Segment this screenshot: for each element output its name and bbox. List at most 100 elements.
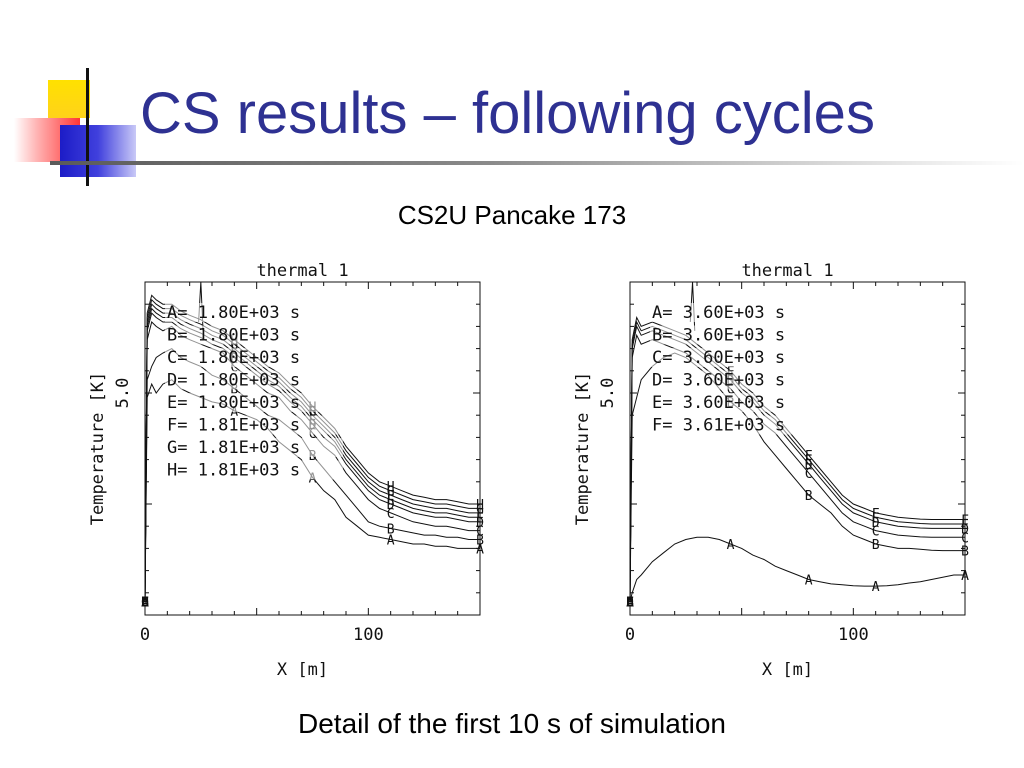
chart-1-legend-entry: A= 3.60E+03 s (652, 303, 785, 323)
chart-1-legend-bg (650, 303, 828, 322)
chart-0-marker-F: F (476, 507, 484, 522)
chart-1-series-line-A (629, 536, 965, 602)
chart-0-title: thermal 1 (256, 261, 348, 281)
chart-1-marker-B: B (626, 596, 634, 611)
chart-1-marker-C: C (872, 525, 880, 540)
chart-1-marker-F: F (872, 507, 880, 522)
title-deco-vertical-line (86, 68, 89, 186)
chart-1-x-axis-label: X [m] (762, 660, 813, 680)
chart-0-legend-bg (165, 348, 343, 367)
chart-0-legend-bg (165, 460, 343, 480)
chart-1-marker-D: D (805, 458, 813, 473)
chart-1-marker-C: C (961, 531, 969, 546)
chart-0-legend-entry: C= 1.80E+03 s (167, 348, 300, 368)
chart-0-marker-A: A (476, 542, 484, 557)
chart-0-marker-B: B (476, 534, 484, 549)
chart-0-marker-H: H (141, 596, 149, 611)
chart-1-legend-entry: E= 3.60E+03 s (652, 393, 785, 413)
chart-1-marker-C: C (727, 383, 735, 398)
chart-0-legend-entry: D= 1.80E+03 s (167, 371, 300, 391)
chart-1-y-tick-label: 5.0 (598, 378, 618, 409)
chart-1-legend-entry: D= 3.60E+03 s (652, 371, 785, 391)
chart-1-x-tick-label: 100 (838, 625, 869, 645)
title-deco-yellow-square (48, 80, 90, 118)
chart-1-x-tick-label: 0 (625, 625, 635, 645)
chart-0-marker-G: G (141, 596, 149, 611)
chart-0-marker-B: B (230, 383, 238, 398)
chart-0-marker-B: B (387, 522, 395, 537)
chart-1-legend-entry: C= 3.60E+03 s (652, 348, 785, 368)
chart-1-marker-A: A (805, 573, 813, 588)
chart-1-marker-A: A (626, 596, 634, 611)
chart-0-marker-G: G (476, 502, 484, 517)
chart-0-legend-bg (165, 370, 343, 390)
chart-0-legend-bg (165, 303, 343, 322)
chart-1-y-axis-label: Temperature [K] (573, 372, 593, 526)
chart-1-marker-E: E (872, 511, 880, 526)
chart-1-marker-C: C (626, 596, 634, 611)
chart-1-legend-bg (650, 370, 828, 390)
chart-0-marker-G: G (309, 405, 317, 420)
chart-0-marker-C: C (387, 507, 395, 522)
chart-0-legend-bg (165, 415, 343, 435)
chart-1-legend-bg (650, 393, 828, 412)
chart-0-marker-F: F (387, 489, 395, 504)
chart-0-marker-F: F (141, 596, 149, 611)
chart-right: thermal 1 0 100 5.0 X [m] Temperature [K] A A A A… (573, 261, 969, 680)
chart-1-plot-frame (629, 281, 966, 616)
chart-0-marker-E: E (141, 596, 149, 611)
chart-1-marker-D: D (626, 596, 634, 611)
title-underline (50, 161, 1024, 165)
chart-0-x-axis-label: X [m] (277, 660, 328, 680)
chart-1-marker-B: B (872, 538, 880, 553)
chart-1-legend-entry: B= 3.60E+03 s (652, 326, 785, 346)
chart-0-x-tick-label: 100 (353, 625, 384, 645)
slide-subtitle: CS2U Pancake 173 (397, 200, 627, 230)
slide-title: CS results – following cycles (140, 81, 875, 146)
chart-1-marker-E: E (805, 454, 813, 469)
chart-1-marker-F: F (805, 449, 813, 464)
chart-0-marker-A: A (387, 534, 395, 549)
chart-1-series-line-C (629, 333, 965, 602)
chart-0-marker-E: E (476, 511, 484, 526)
chart-1-marker-D: D (872, 516, 880, 531)
chart-1-legend-bg (650, 415, 828, 435)
chart-1-marker-E: E (626, 596, 634, 611)
chart-1-marker-C: C (805, 467, 813, 482)
chart-0-marker-H: H (387, 480, 395, 495)
chart-0-marker-G: G (387, 485, 395, 500)
chart-0-legend-entry: E= 1.80E+03 s (167, 393, 300, 413)
chart-0-marker-D: D (476, 516, 484, 531)
chart-left: thermal 1 0 100 5.0 X [m] Temperature [K] A A A A… (88, 261, 484, 680)
chart-0-marker-C: C (141, 596, 149, 611)
chart-0-legend-bg (165, 325, 343, 345)
chart-0-marker-G: G (230, 338, 238, 353)
chart-1-marker-F: F (626, 596, 634, 611)
chart-1-marker-B: B (961, 545, 969, 560)
chart-0-legend-entry: G= 1.81E+03 s (167, 438, 300, 458)
chart-0-legend-entry: A= 1.80E+03 s (167, 303, 300, 323)
chart-0-marker-H: H (476, 498, 484, 513)
chart-1-legend-bg (650, 325, 828, 345)
chart-0-marker-D: D (141, 596, 149, 611)
chart-0-legend-entry: F= 1.81E+03 s (167, 416, 300, 436)
chart-0-marker-D: D (387, 498, 395, 513)
slide-caption: Detail of the first 10 s of simulation (298, 708, 726, 739)
chart-1-marker-A: A (961, 569, 969, 584)
chart-1-marker-B: B (805, 489, 813, 504)
chart-0-legend-bg (165, 393, 343, 412)
chart-0-y-tick-label: 5.0 (113, 378, 133, 409)
chart-0-y-axis-label: Temperature [K] (88, 372, 108, 526)
chart-1-marker-A: A (727, 538, 735, 553)
chart-1-marker-D: D (961, 522, 969, 537)
title-deco-blue-square (60, 125, 136, 177)
chart-0-legend-entry: H= 1.81E+03 s (167, 461, 300, 481)
chart-0-marker-C: C (476, 525, 484, 540)
chart-0-legend-bg (165, 438, 343, 457)
chart-0-marker-A: A (141, 596, 149, 611)
chart-1-marker-E: E (961, 518, 969, 533)
chart-0-plot-frame (144, 281, 481, 616)
chart-0-x-tick-label: 0 (140, 625, 150, 645)
chart-1-marker-A: A (872, 580, 880, 595)
chart-1-legend-entry: F= 3.61E+03 s (652, 416, 785, 436)
